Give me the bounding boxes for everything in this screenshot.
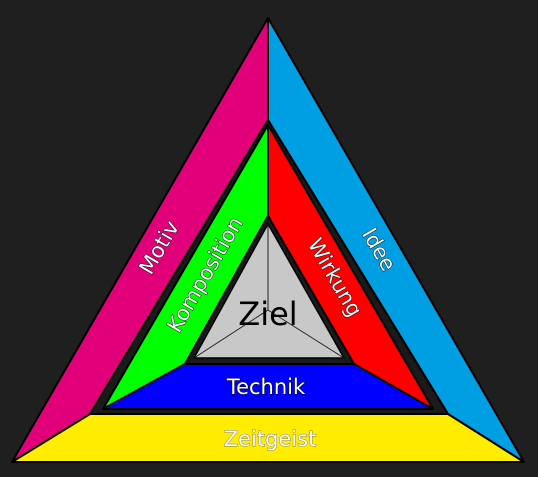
label-technik: Technik xyxy=(226,375,306,399)
center-divider-right xyxy=(267,309,345,359)
center-divider-left xyxy=(193,309,269,359)
center-triangle xyxy=(192,222,346,359)
label-zeitgeist: Zeitgeist xyxy=(224,427,317,451)
label-ziel: Ziel xyxy=(238,295,297,333)
